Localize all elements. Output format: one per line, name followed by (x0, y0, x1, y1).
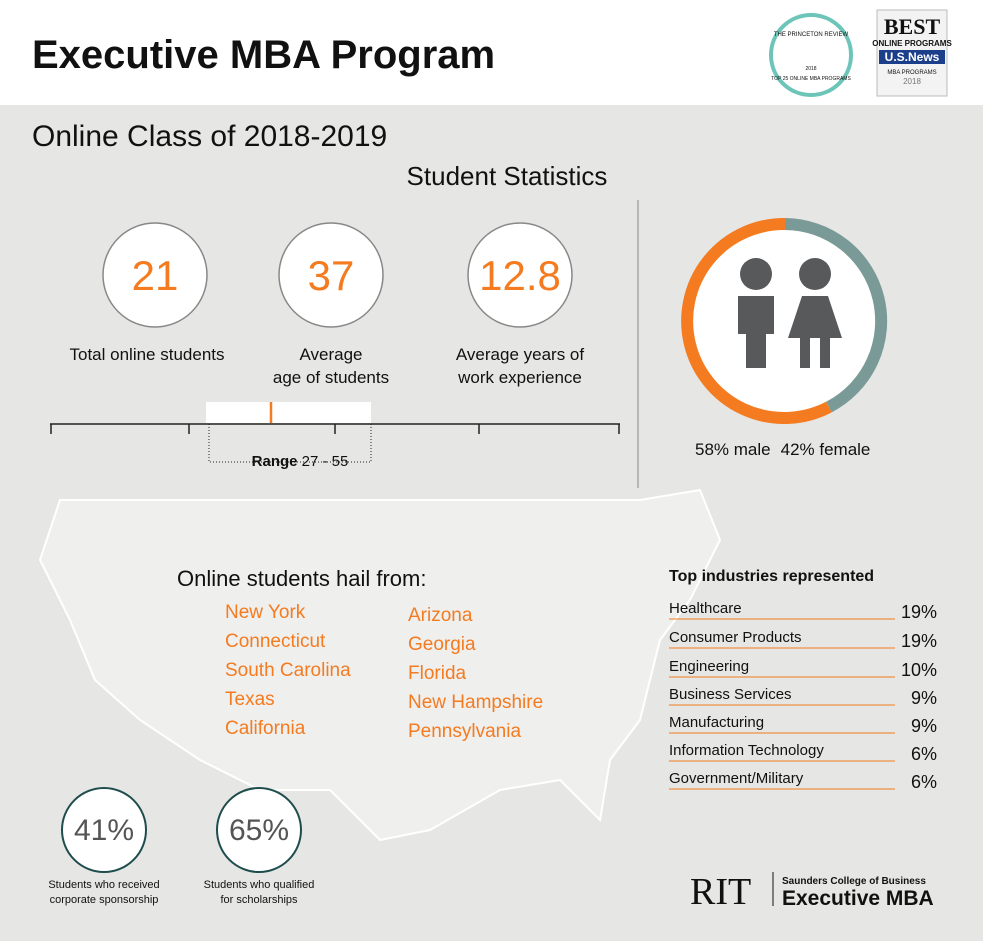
highlights: 41% Students who received corporate sponso… (48, 787, 315, 906)
highlight-value: 41% (74, 814, 134, 847)
badge-text: 2018 (805, 66, 816, 72)
badge-text: THE PRINCETON REVIEW (774, 32, 849, 38)
subtitle: Online Class of 2018-2019 (32, 120, 387, 153)
stat-label: age of students (273, 368, 389, 387)
male-arc (681, 217, 832, 424)
industry-percent: 10% (901, 660, 937, 680)
industry-percent: 9% (911, 716, 937, 736)
princeton-badge: THE PRINCETON REVIEW TOP 25 ONLINE MBA P… (769, 13, 853, 97)
stat-value: 12.8 (479, 252, 561, 299)
industry-percent: 6% (911, 772, 937, 792)
industry-name: Manufacturing (669, 714, 764, 731)
gender-donut (681, 217, 888, 424)
donut-face (688, 224, 882, 418)
stat-circle (467, 222, 573, 328)
states: New York Connecticut South Carolina Texas Ca… (225, 602, 543, 742)
badge-text: ONLINE PROGRAMS (872, 39, 952, 48)
highlight-value: 65% (229, 814, 289, 847)
range-bracket (208, 424, 372, 463)
stat-circle (102, 222, 208, 328)
stat-value: 37 (308, 252, 355, 299)
footer-logo: RIT Saunders College of Business Executi… (690, 871, 934, 913)
highlight-caption: for scholarships (220, 894, 298, 906)
origins-heading: Online students hail from: (177, 566, 426, 591)
stats: 21 Total online students 37 Average age of s… (70, 222, 584, 387)
male-body (738, 296, 774, 368)
highlight-circle (61, 787, 147, 873)
highlight-caption: Students who received (48, 879, 159, 891)
badge-text: TOP 25 ONLINE MBA PROGRAMS (771, 76, 851, 82)
ruler-ticks (50, 424, 620, 434)
rit-logo: RIT (690, 871, 751, 913)
state: South Carolina (225, 660, 351, 681)
badge-ring (769, 13, 853, 97)
state: New York (225, 602, 306, 623)
industry-name: Information Technology (669, 742, 824, 759)
gender-text: 58% male 42% female (695, 440, 870, 459)
industry-percent: 6% (911, 744, 937, 764)
state: Florida (408, 663, 467, 684)
badge-text: U.S.News (885, 50, 940, 64)
school-name: Saunders College of Business (782, 876, 926, 887)
state: Texas (225, 689, 275, 710)
stat-circle (278, 222, 384, 328)
highlight-caption: corporate sponsorship (50, 894, 159, 906)
range-text: Range 27 - 55 (252, 453, 349, 470)
state: Connecticut (225, 631, 326, 652)
state: Arizona (408, 605, 473, 626)
range-label: Range (252, 453, 298, 470)
us-map (38, 488, 722, 842)
industry-name: Healthcare (669, 600, 742, 617)
range-band (206, 402, 371, 423)
badge-text: BEST (884, 14, 941, 39)
industry-name: Consumer Products (669, 629, 802, 646)
female-text: 42% female (781, 440, 871, 459)
state: Georgia (408, 634, 476, 655)
state: New Hampshire (408, 692, 543, 713)
badge-text: MBA PROGRAMS (887, 70, 936, 76)
stat-value: 21 (132, 252, 179, 299)
badge-band (879, 50, 945, 64)
industry-name: Business Services (669, 686, 792, 703)
usnews-badge: BEST ONLINE PROGRAMS U.S.News MBA PROGRA… (872, 9, 952, 97)
state: Pennsylvania (408, 721, 521, 742)
female-head (799, 258, 831, 290)
program-name: Executive MBA (782, 887, 934, 910)
industry-name: Engineering (669, 658, 749, 675)
female-arc (784, 218, 888, 413)
age-range (50, 402, 620, 463)
stat-label: Average (299, 345, 362, 364)
male-text: 58% male (695, 440, 771, 459)
industry-percent: 19% (901, 602, 937, 622)
stats-heading: Student Statistics (407, 161, 608, 191)
male-head (740, 258, 772, 290)
industry-percent: 19% (901, 631, 937, 651)
female-body (788, 296, 842, 368)
highlight-circle (216, 787, 302, 873)
industries: Healthcare 19% Consumer Products 19% Enginee… (669, 600, 937, 792)
figures (738, 258, 842, 368)
industries-heading: Top industries represented (669, 568, 874, 585)
industry-percent: 9% (911, 688, 937, 708)
highlight-caption: Students who qualified (204, 879, 315, 891)
badge-text: 2018 (903, 77, 921, 86)
state: California (225, 718, 306, 739)
stat-label: work experience (457, 368, 582, 387)
stat-label: Average years of (456, 345, 584, 364)
stat-label: Total online students (70, 345, 225, 364)
industry-name: Government/Military (669, 770, 804, 787)
title: Executive MBA Program (32, 33, 495, 77)
range-value: 27 - 55 (302, 453, 349, 470)
